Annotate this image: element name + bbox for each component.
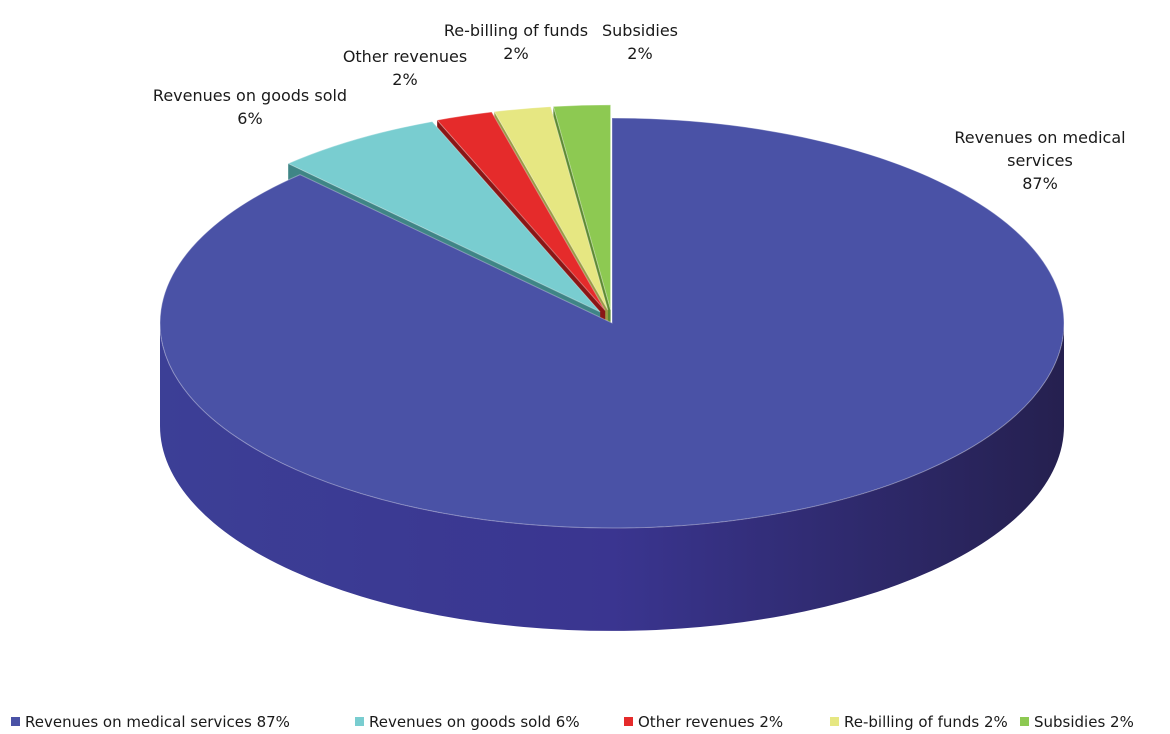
- legend-label: Revenues on medical services 87%: [25, 713, 290, 731]
- pie-top-layer: [159, 104, 1065, 529]
- slice-label-medical-services: Revenues on medical services 87%: [940, 126, 1140, 195]
- slice-label-pct: 2%: [627, 44, 653, 63]
- legend-swatch: [11, 717, 20, 726]
- slice-label-subsidies: Subsidies 2%: [590, 19, 690, 65]
- legend-swatch: [355, 717, 364, 726]
- legend-item-re-billing: Re-billing of funds 2%: [830, 712, 1008, 732]
- legend-label: Other revenues 2%: [638, 713, 784, 731]
- slice-label-re-billing: Re-billing of funds 2%: [436, 19, 596, 65]
- pie-slice-medical-services: [159, 117, 1065, 529]
- legend-label: Re-billing of funds 2%: [844, 713, 1008, 731]
- pie-slice-goods-sold: [286, 121, 601, 313]
- legend-label: Revenues on goods sold 6%: [369, 713, 580, 731]
- pie-slice-other-revenues: [436, 111, 606, 311]
- legend-swatch: [624, 717, 633, 726]
- slice-label-line: Subsidies: [601, 21, 678, 40]
- slice-label-line: Re-billing of funds: [443, 21, 589, 40]
- legend-item-subsidies: Subsidies 2%: [1020, 712, 1134, 732]
- slice-label-goods-sold: Revenues on goods sold 6%: [140, 84, 360, 130]
- slice-label-other-revenues: Other revenues 2%: [330, 45, 480, 91]
- slice-label-pct: 2%: [392, 70, 418, 89]
- slice-label-pct: 87%: [1022, 174, 1058, 193]
- slice-label-line: Other revenues: [342, 47, 468, 66]
- slice-label-line: Revenues on medical: [954, 128, 1126, 147]
- legend-swatch: [830, 717, 839, 726]
- legend-item-goods-sold: Revenues on goods sold 6%: [355, 712, 580, 732]
- chart-legend: Revenues on medical services 87% Revenue…: [0, 712, 1170, 732]
- slice-label-pct: 6%: [237, 109, 263, 128]
- legend-label: Subsidies 2%: [1034, 713, 1134, 731]
- legend-item-other-revenues: Other revenues 2%: [624, 712, 783, 732]
- slice-label-pct: 2%: [503, 44, 529, 63]
- legend-swatch: [1020, 717, 1029, 726]
- slice-label-line: services: [1007, 151, 1073, 170]
- pie-slice-re-billing: [493, 106, 609, 311]
- pie-slice-subsidies: [552, 104, 612, 310]
- pie-slice-side-medical-services: [160, 323, 1064, 631]
- slice-label-line: Revenues on goods sold: [152, 86, 348, 105]
- legend-item-medical-services: Revenues on medical services 87%: [11, 712, 290, 732]
